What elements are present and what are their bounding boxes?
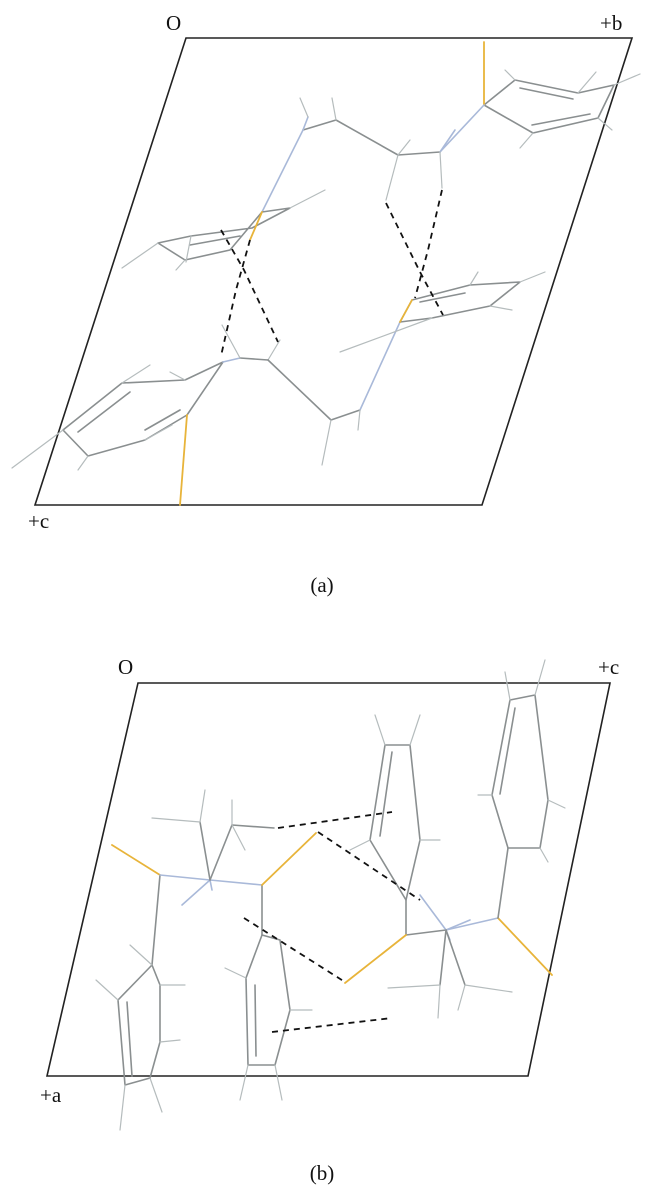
origin-label-a: O [166,11,181,35]
molecule-b-left [95,789,317,1131]
axis-c-label-a: +c [28,509,49,533]
unit-cell-b [45,682,611,1077]
origin-label-b: O [118,655,133,679]
molecule-a-lower [11,271,546,506]
panel-b: O +c +a (b) [40,655,619,1185]
contacts-b [243,811,421,1033]
axis-a-label: +a [40,1083,62,1107]
caption-a: (a) [310,573,333,597]
unit-cell-a [33,37,634,506]
contacts-a [220,189,444,357]
axis-b-label: +b [600,11,622,35]
molecule-a-upper [121,41,641,271]
caption-b: (b) [310,1161,335,1185]
molecule-b-right [344,659,566,1019]
panel-a: O +b +c (a) [11,11,641,597]
axis-c-label-b: +c [598,655,619,679]
